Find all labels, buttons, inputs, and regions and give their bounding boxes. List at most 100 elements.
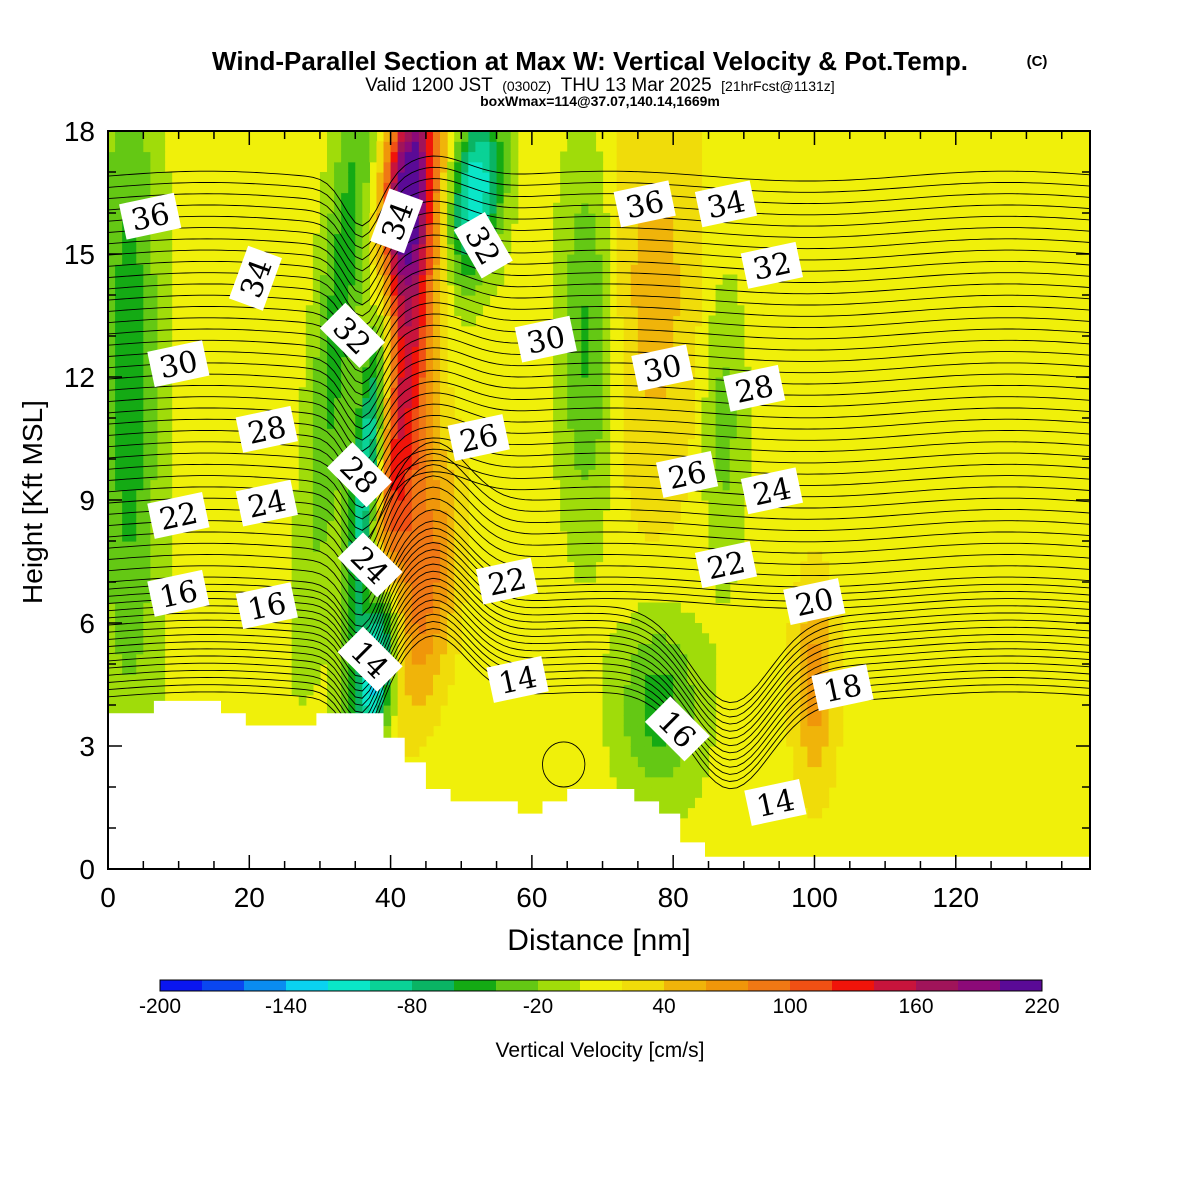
velocity-cell — [108, 479, 116, 491]
velocity-cell — [821, 746, 830, 757]
velocity-cell — [411, 500, 420, 511]
velocity-cell — [143, 346, 151, 358]
velocity-cell — [411, 336, 420, 347]
velocity-cell — [623, 469, 632, 481]
velocity-cell — [319, 295, 328, 306]
velocity-cell — [298, 653, 307, 665]
velocity-cell — [722, 407, 731, 419]
velocity-cell — [800, 664, 809, 675]
velocity-cell — [397, 725, 406, 737]
velocity-cell — [312, 336, 321, 347]
velocity-cell — [659, 387, 667, 399]
velocity-cell — [715, 346, 724, 358]
velocity-cell — [157, 479, 166, 491]
chart-subtitle-2: boxWmax=114@37.07,140.14,1669m — [480, 93, 720, 109]
colorbar-tick-label: -80 — [397, 995, 427, 1018]
velocity-cell — [715, 325, 724, 337]
velocity-cell — [298, 510, 307, 522]
velocity-cell — [136, 366, 144, 378]
velocity-cell — [355, 582, 363, 593]
velocity-cell — [687, 756, 695, 768]
velocity-cell — [122, 356, 130, 368]
velocity-cell — [397, 551, 406, 563]
velocity-cell — [355, 284, 363, 296]
velocity-cell — [157, 131, 166, 142]
velocity-cell — [115, 561, 123, 573]
velocity-cell — [115, 541, 123, 552]
velocity-cell — [298, 397, 307, 409]
velocity-cell — [630, 756, 639, 768]
velocity-cell — [687, 295, 695, 306]
velocity-cell — [411, 746, 420, 757]
velocity-cell — [404, 571, 413, 583]
velocity-cell — [291, 582, 300, 593]
velocity-cell — [440, 407, 448, 419]
velocity-cell — [136, 694, 144, 706]
velocity-cell — [150, 172, 159, 183]
velocity-cell — [623, 284, 632, 296]
velocity-cell — [553, 202, 561, 214]
velocity-cell — [143, 254, 151, 265]
velocity-cell — [432, 131, 441, 142]
velocity-cell — [334, 254, 342, 265]
velocity-cell — [355, 223, 363, 235]
velocity-cell — [298, 438, 307, 450]
velocity-cell — [418, 500, 427, 511]
velocity-cell — [687, 151, 695, 163]
velocity-cell — [376, 243, 385, 255]
velocity-cell — [334, 284, 342, 296]
velocity-cell — [715, 418, 724, 429]
velocity-cell — [461, 264, 469, 276]
velocity-cell — [454, 612, 462, 624]
velocity-cell — [637, 725, 646, 737]
velocity-cell — [659, 623, 667, 634]
velocity-cell — [432, 346, 441, 358]
velocity-cell — [666, 602, 674, 614]
contour-label-text: 30 — [524, 320, 569, 362]
velocity-cell — [341, 377, 349, 388]
velocity-cell — [418, 377, 427, 388]
velocity-cell — [659, 633, 667, 645]
velocity-cell — [319, 592, 328, 604]
velocity-cell — [694, 643, 703, 655]
velocity-cell — [694, 674, 703, 686]
velocity-cell — [800, 766, 809, 778]
velocity-cell — [319, 520, 328, 532]
velocity-cell — [425, 510, 434, 522]
x-axis-label: Distance [nm] — [507, 924, 690, 957]
velocity-cell — [115, 254, 123, 265]
velocity-cell — [319, 612, 328, 624]
colorbar-frame — [159, 979, 1043, 992]
velocity-cell — [807, 684, 816, 696]
velocity-cell — [454, 459, 462, 470]
velocity-cell — [602, 387, 611, 399]
velocity-cell — [567, 182, 575, 194]
velocity-cell — [680, 418, 688, 429]
velocity-cell — [694, 623, 703, 634]
velocity-cell — [680, 407, 688, 419]
velocity-cell — [355, 407, 363, 419]
velocity-cell — [305, 571, 314, 583]
velocity-cell — [715, 541, 724, 552]
velocity-cell — [418, 602, 427, 614]
velocity-cell — [800, 756, 809, 768]
velocity-cell — [447, 643, 455, 655]
velocity-cell — [376, 182, 385, 194]
velocity-cell — [376, 325, 385, 337]
velocity-cell — [609, 766, 618, 778]
velocity-cell — [143, 233, 151, 245]
velocity-cell — [503, 192, 512, 204]
velocity-cell — [115, 602, 123, 614]
velocity-cell — [673, 766, 681, 778]
velocity-cell — [800, 694, 809, 706]
contour-label-box — [235, 479, 298, 527]
velocity-cell — [595, 428, 604, 440]
velocity-cell — [334, 274, 342, 286]
velocity-cell — [736, 315, 745, 327]
velocity-cell — [567, 418, 575, 429]
velocity-cell — [108, 264, 116, 276]
colorbar-swatch — [160, 980, 203, 991]
velocity-cell — [334, 530, 342, 542]
velocity-cell — [680, 674, 688, 686]
